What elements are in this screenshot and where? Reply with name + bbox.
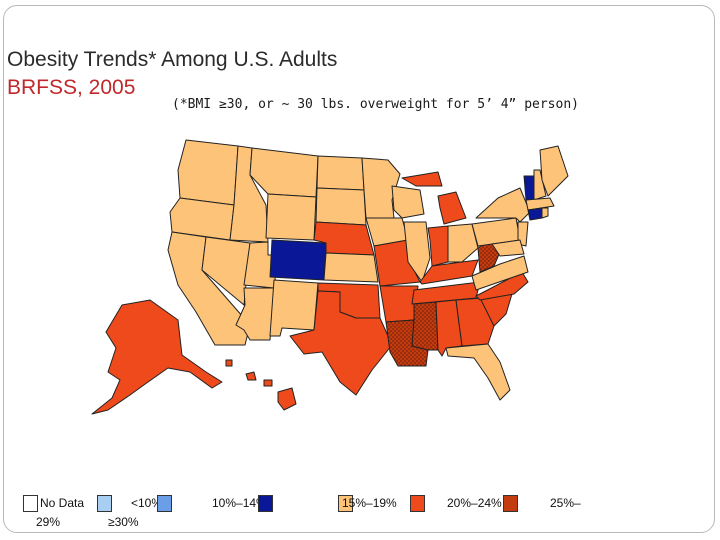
map-subtitle: BRFSS, 2005 xyxy=(7,76,136,99)
state-rhode-island xyxy=(541,207,549,219)
state-maine xyxy=(539,145,569,197)
state-massachusetts xyxy=(525,197,555,211)
state-virginia xyxy=(471,255,529,291)
state-wisconsin xyxy=(391,185,425,219)
state-new-york xyxy=(475,187,531,223)
state-indiana xyxy=(427,225,449,267)
state-alaska xyxy=(91,299,223,415)
state-washington xyxy=(177,139,239,206)
state-new-mexico xyxy=(269,279,319,337)
bmi-note: (*BMI ≥30, or ~ 30 lbs. overweight for 5… xyxy=(172,97,579,112)
state-hawaii xyxy=(225,359,297,411)
state-texas xyxy=(289,290,393,396)
state-kentucky xyxy=(419,259,479,285)
state-colorado xyxy=(269,239,327,281)
state-vermont xyxy=(523,175,535,201)
map-title: Obesity Trends* Among U.S. Adults xyxy=(7,48,338,71)
state-north-dakota xyxy=(316,155,365,191)
state-mississippi xyxy=(411,301,439,351)
state-kansas xyxy=(323,252,379,283)
state-montana xyxy=(249,147,319,198)
state-wyoming xyxy=(265,193,317,241)
state-nevada xyxy=(201,236,251,306)
state-maryland-delaware xyxy=(491,239,525,257)
slide-frame xyxy=(3,5,715,533)
state-minnesota xyxy=(361,157,401,219)
state-ohio xyxy=(447,223,479,263)
state-south-dakota xyxy=(315,187,367,226)
state-new-hampshire xyxy=(533,169,547,201)
state-michigan xyxy=(401,171,467,225)
state-connecticut xyxy=(527,207,543,221)
state-illinois xyxy=(403,221,431,283)
state-florida xyxy=(445,343,511,401)
